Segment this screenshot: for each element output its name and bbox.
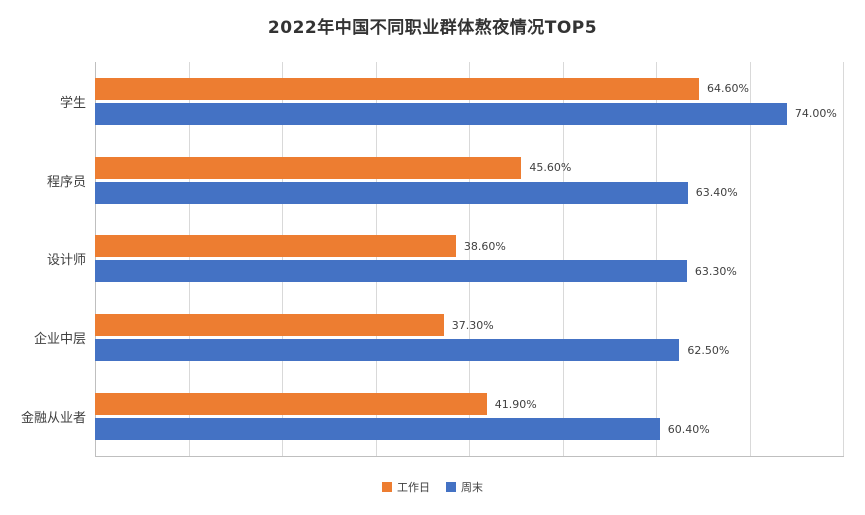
bar-line: 45.60% xyxy=(95,156,843,179)
legend-label: 周末 xyxy=(461,481,483,494)
bar-line: 63.30% xyxy=(95,260,843,283)
bar-pair: 37.30% 62.50% xyxy=(95,314,843,362)
value-label: 63.40% xyxy=(695,186,738,200)
gridline xyxy=(469,62,470,456)
bar-周末 xyxy=(95,102,787,125)
gridline xyxy=(282,62,283,456)
category-label: 设计师 xyxy=(46,253,86,269)
bar-line: 62.50% xyxy=(95,339,843,362)
bar-周末 xyxy=(95,418,660,441)
category-row: 41.90% 60.40% xyxy=(95,377,843,456)
gridline xyxy=(375,62,377,456)
legend-swatch-icon xyxy=(446,482,456,492)
value-label: 64.60% xyxy=(707,82,749,96)
value-label: 74.00% xyxy=(794,107,837,121)
category-row: 38.60% 63.30% xyxy=(95,220,843,299)
bar-工作日 xyxy=(95,156,522,179)
bar-pair: 41.90% 60.40% xyxy=(95,393,843,441)
bar-line: 74.00% xyxy=(95,102,843,125)
bar-周末 xyxy=(95,181,688,204)
value-label: 62.50% xyxy=(687,343,730,357)
category-row: 64.60% 74.00% xyxy=(95,62,843,141)
value-label: 60.40% xyxy=(667,422,710,436)
gridline xyxy=(749,62,751,456)
plot-area: 64.60% 74.00% 45.60% 63.40% 38.60% 63.30% 37.3… xyxy=(95,62,843,456)
bar-工作日 xyxy=(95,235,456,258)
gridlines-layer xyxy=(95,62,844,456)
legend-label: 工作日 xyxy=(397,481,430,494)
bar-line: 63.40% xyxy=(95,181,843,204)
value-label: 38.60% xyxy=(463,239,506,253)
bar-周末 xyxy=(95,339,680,362)
legend-item: 周末 xyxy=(446,479,483,495)
bar-工作日 xyxy=(95,314,444,337)
gridline xyxy=(562,62,564,456)
value-label: 63.30% xyxy=(694,264,737,278)
category-label: 学生 xyxy=(59,95,86,111)
category-axis: 学生程序员设计师企业中层金融从业者 xyxy=(0,62,86,456)
category-row: 37.30% 62.50% xyxy=(95,298,843,377)
legend: 工作日 周末 xyxy=(0,479,865,495)
bar-line: 60.40% xyxy=(95,418,843,441)
bar-line: 37.30% xyxy=(95,314,843,337)
x-axis-line xyxy=(95,456,844,457)
gridline xyxy=(843,62,844,456)
category-label: 程序员 xyxy=(46,174,86,190)
value-label: 37.30% xyxy=(451,318,494,332)
bar-周末 xyxy=(95,260,687,283)
gridline xyxy=(188,62,190,456)
bar-pair: 64.60% 74.00% xyxy=(95,77,843,125)
legend-swatch-icon xyxy=(382,482,392,492)
category-row: 45.60% 63.40% xyxy=(95,141,843,220)
chart-title: 2022年中国不同职业群体熬夜情况TOP5 xyxy=(267,18,598,38)
legend-item: 工作日 xyxy=(382,479,430,495)
bar-line: 41.90% xyxy=(95,393,843,416)
category-label: 企业中层 xyxy=(33,332,86,348)
gridline xyxy=(95,62,96,456)
gridline xyxy=(656,62,657,456)
category-label: 金融从业者 xyxy=(20,411,86,427)
bar-pair: 45.60% 63.40% xyxy=(95,156,843,204)
bar-pair: 38.60% 63.30% xyxy=(95,235,843,283)
bar-工作日 xyxy=(95,393,487,416)
value-label: 45.60% xyxy=(529,161,572,175)
bar-工作日 xyxy=(95,77,699,100)
bar-line: 64.60% xyxy=(95,77,843,100)
value-label: 41.90% xyxy=(494,397,537,411)
bar-line: 38.60% xyxy=(95,235,843,258)
